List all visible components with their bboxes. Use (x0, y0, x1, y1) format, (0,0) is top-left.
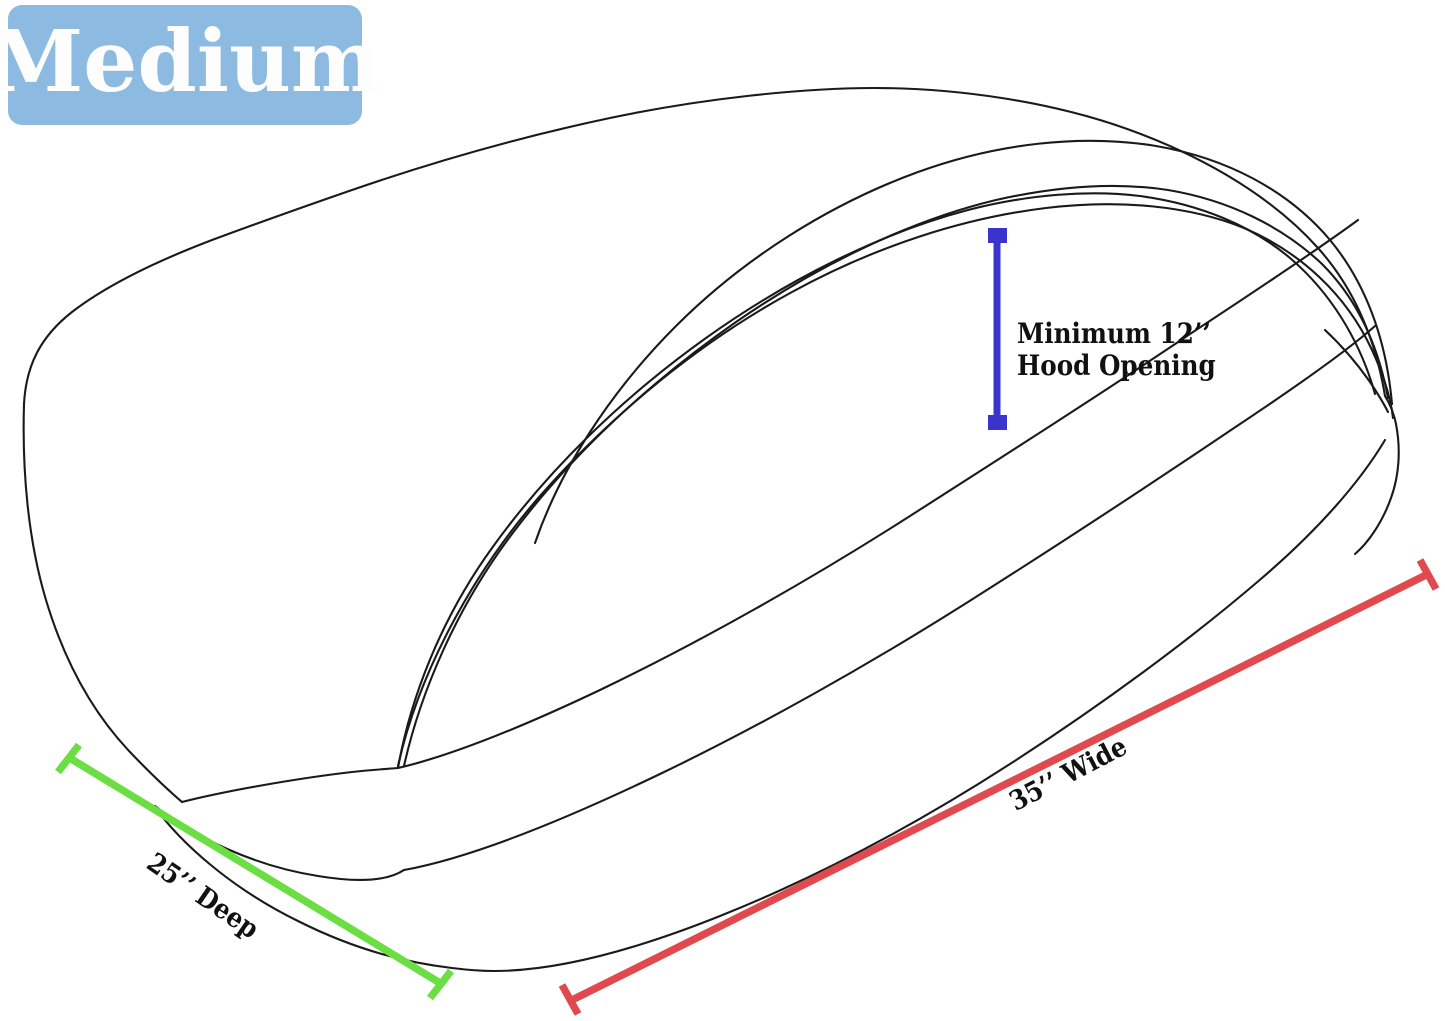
bag-ridge-line-2 (402, 184, 1390, 768)
width-line (570, 570, 1430, 1004)
width-cap-right (1416, 558, 1440, 591)
bag-crown-seam (533, 139, 1394, 545)
hood-opening-label-line2: Hood Opening (1017, 348, 1216, 382)
hood-opening-dimension (988, 228, 1007, 430)
bag-bottom-front-edge (492, 438, 1387, 973)
depth-line (66, 753, 442, 987)
bag-outer-top-edge (22, 86, 1387, 406)
depth-dimension (55, 742, 454, 1001)
bag-right-corner (1353, 394, 1400, 556)
bag-right-seam-junction (1323, 328, 1390, 414)
bag-left-valley (180, 766, 400, 804)
depth-cap-end (427, 968, 454, 1001)
bag-ridge-line-3 (396, 203, 1395, 768)
hood-opening-label: Minimum 12’’ Hood Opening (1017, 318, 1216, 382)
size-badge: Medium (0, 5, 381, 125)
bag-mid-seam (396, 218, 1360, 770)
hood-opening-cap-top (988, 228, 1007, 243)
bag-bottom-left-skirt (152, 804, 496, 973)
hood-opening-label-line1: Minimum 12’’ (1017, 317, 1211, 350)
hood-opening-cap-bottom (988, 415, 1007, 430)
bag-left-side-edge (22, 402, 184, 804)
depth-cap-start (55, 742, 82, 775)
size-badge-label: Medium (0, 11, 381, 112)
bag-front-crease (402, 324, 1377, 872)
width-dimension (558, 558, 1440, 1016)
width-cap-left (558, 983, 582, 1016)
bag-ridge-line-1 (396, 192, 1377, 770)
bag-bottom-left-fold (153, 804, 406, 881)
